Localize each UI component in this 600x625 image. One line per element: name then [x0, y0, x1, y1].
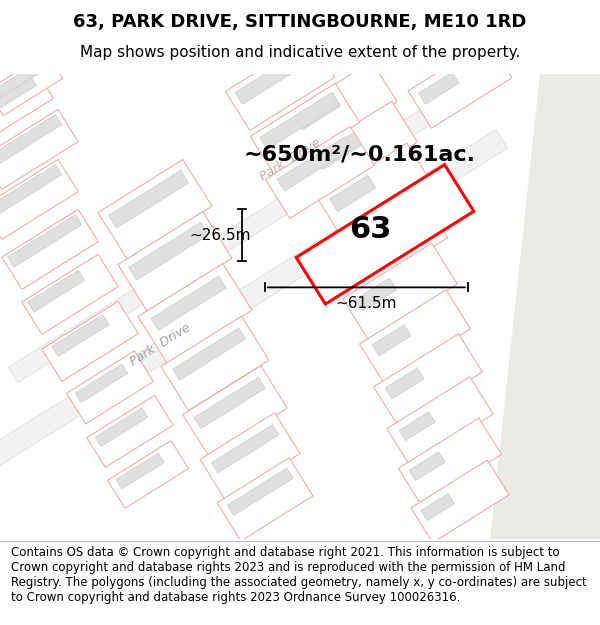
Polygon shape	[235, 48, 314, 104]
Polygon shape	[346, 231, 387, 264]
Polygon shape	[52, 314, 109, 356]
Polygon shape	[8, 0, 600, 382]
Text: Park  Drive: Park Drive	[257, 136, 323, 183]
Polygon shape	[227, 468, 293, 516]
Polygon shape	[109, 171, 188, 228]
Polygon shape	[0, 53, 62, 116]
Polygon shape	[28, 270, 85, 312]
Polygon shape	[250, 83, 359, 176]
Polygon shape	[0, 159, 78, 239]
Polygon shape	[0, 114, 62, 167]
Polygon shape	[138, 264, 252, 363]
Polygon shape	[399, 412, 435, 441]
Polygon shape	[260, 92, 340, 149]
Text: Map shows position and indicative extent of the property.: Map shows position and indicative extent…	[80, 45, 520, 60]
Polygon shape	[217, 458, 313, 541]
Polygon shape	[374, 334, 482, 425]
Polygon shape	[303, 101, 417, 198]
Polygon shape	[67, 351, 154, 424]
Polygon shape	[329, 175, 376, 212]
Text: Park  Drive: Park Drive	[127, 321, 193, 368]
Polygon shape	[385, 368, 424, 399]
Polygon shape	[398, 418, 502, 505]
Polygon shape	[194, 378, 265, 429]
Text: 63, PARK DRIVE, SITTINGBOURNE, ME10 1RD: 63, PARK DRIVE, SITTINGBOURNE, ME10 1RD	[73, 13, 527, 31]
Polygon shape	[151, 276, 226, 331]
Polygon shape	[295, 93, 341, 130]
Polygon shape	[118, 211, 232, 311]
Polygon shape	[42, 301, 138, 381]
Polygon shape	[8, 214, 82, 267]
Polygon shape	[421, 494, 454, 521]
Polygon shape	[87, 396, 173, 468]
Polygon shape	[355, 278, 397, 311]
Polygon shape	[314, 133, 361, 170]
Polygon shape	[0, 109, 78, 189]
Polygon shape	[183, 366, 287, 457]
Polygon shape	[116, 453, 164, 489]
Polygon shape	[411, 460, 509, 542]
Polygon shape	[75, 364, 128, 403]
Polygon shape	[0, 129, 508, 519]
Polygon shape	[212, 424, 279, 473]
Polygon shape	[98, 159, 212, 259]
Polygon shape	[490, 74, 600, 539]
Polygon shape	[408, 41, 512, 128]
Text: Contains OS data © Crown copyright and database right 2021. This information is : Contains OS data © Crown copyright and d…	[11, 546, 587, 604]
Polygon shape	[22, 254, 118, 334]
Polygon shape	[0, 164, 62, 217]
Polygon shape	[226, 38, 335, 131]
Polygon shape	[95, 408, 148, 446]
Polygon shape	[387, 377, 493, 466]
Polygon shape	[265, 126, 374, 218]
Polygon shape	[173, 328, 245, 380]
Polygon shape	[359, 290, 470, 383]
Polygon shape	[318, 143, 432, 239]
Polygon shape	[128, 222, 209, 280]
Polygon shape	[161, 316, 269, 411]
Polygon shape	[296, 164, 474, 304]
Text: ~61.5m: ~61.5m	[336, 296, 397, 311]
Polygon shape	[409, 452, 445, 481]
Text: 63: 63	[349, 215, 391, 244]
Polygon shape	[332, 196, 448, 293]
Text: ~650m²/~0.161ac.: ~650m²/~0.161ac.	[244, 144, 476, 164]
Polygon shape	[200, 412, 300, 500]
Polygon shape	[277, 137, 352, 191]
Text: ~26.5m: ~26.5m	[189, 228, 251, 243]
Polygon shape	[0, 75, 37, 120]
Polygon shape	[2, 209, 98, 289]
Polygon shape	[0, 59, 47, 98]
Polygon shape	[107, 441, 188, 508]
Polygon shape	[343, 243, 457, 339]
Polygon shape	[418, 72, 459, 104]
Polygon shape	[0, 68, 53, 141]
Polygon shape	[372, 325, 411, 356]
Polygon shape	[283, 61, 397, 158]
